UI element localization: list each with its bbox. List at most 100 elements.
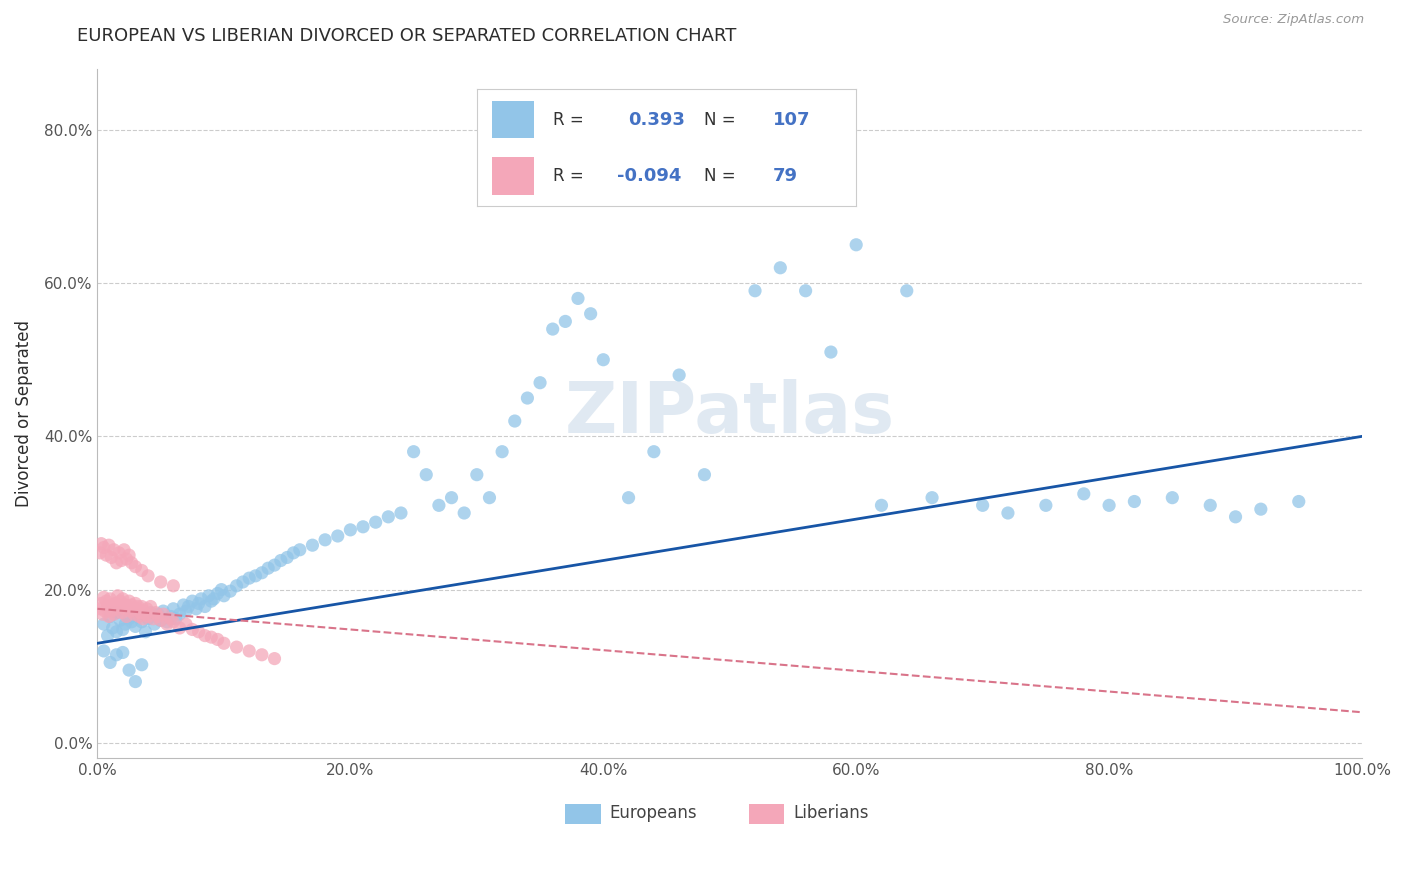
Point xyxy=(820,345,842,359)
Point xyxy=(94,604,117,618)
Point xyxy=(93,541,115,555)
Point xyxy=(127,609,149,624)
Point xyxy=(301,538,323,552)
Point xyxy=(107,589,129,603)
Point xyxy=(93,617,115,632)
Point xyxy=(503,414,526,428)
Point xyxy=(238,571,260,585)
Point xyxy=(207,586,229,600)
Point xyxy=(124,619,146,633)
Point xyxy=(89,546,111,560)
Point xyxy=(149,613,172,627)
Point xyxy=(117,599,139,614)
Point xyxy=(212,636,235,650)
Point xyxy=(169,607,191,622)
Point xyxy=(516,391,538,405)
Point xyxy=(136,609,159,624)
Point xyxy=(415,467,437,482)
Text: Europeans: Europeans xyxy=(610,805,697,822)
Point xyxy=(1123,494,1146,508)
Point xyxy=(128,609,150,624)
Point xyxy=(112,542,135,557)
Point xyxy=(194,629,217,643)
Point xyxy=(579,307,602,321)
Point xyxy=(121,615,143,629)
Point xyxy=(89,602,111,616)
Point xyxy=(1250,502,1272,516)
Point xyxy=(389,506,412,520)
Point xyxy=(142,612,165,626)
Y-axis label: Divorced or Separated: Divorced or Separated xyxy=(15,320,32,507)
Point xyxy=(184,602,207,616)
Point xyxy=(207,632,229,647)
Point xyxy=(136,569,159,583)
Point xyxy=(103,607,125,622)
Point xyxy=(232,574,254,589)
Point xyxy=(478,491,501,505)
Point xyxy=(263,651,285,665)
Point xyxy=(181,594,204,608)
Point xyxy=(146,607,169,622)
Point xyxy=(90,596,112,610)
Point xyxy=(124,559,146,574)
Point xyxy=(159,612,181,626)
Point xyxy=(118,663,141,677)
Point xyxy=(125,602,148,616)
Point xyxy=(139,606,162,620)
Point xyxy=(794,284,817,298)
Point xyxy=(149,613,172,627)
Point xyxy=(152,604,174,618)
Point xyxy=(124,596,146,610)
Point xyxy=(769,260,792,275)
Point xyxy=(105,556,128,570)
Point xyxy=(96,594,118,608)
Point xyxy=(250,648,273,662)
Point xyxy=(169,621,191,635)
Point xyxy=(145,606,167,620)
Point xyxy=(136,612,159,626)
Point xyxy=(896,284,918,298)
Point xyxy=(101,598,124,612)
Point xyxy=(91,607,114,622)
Point xyxy=(997,506,1019,520)
Point xyxy=(100,550,122,565)
Point xyxy=(108,599,131,614)
Point xyxy=(238,644,260,658)
Point xyxy=(245,569,267,583)
Point xyxy=(131,599,153,614)
Point xyxy=(156,617,179,632)
Point xyxy=(105,648,128,662)
Point xyxy=(131,615,153,629)
Text: ZIPatlas: ZIPatlas xyxy=(565,379,894,448)
Point xyxy=(1199,499,1222,513)
Point xyxy=(98,656,121,670)
Point xyxy=(132,612,155,626)
Point xyxy=(114,617,136,632)
Point xyxy=(209,582,232,597)
Point xyxy=(177,599,200,614)
Point xyxy=(152,607,174,622)
Point xyxy=(174,617,197,632)
Point xyxy=(225,579,247,593)
Point xyxy=(134,604,156,618)
Point xyxy=(529,376,551,390)
Point xyxy=(845,237,868,252)
Point xyxy=(110,594,132,608)
Point xyxy=(108,546,131,560)
Point xyxy=(212,589,235,603)
Point xyxy=(110,606,132,620)
Point xyxy=(326,529,349,543)
Point xyxy=(93,591,115,605)
Point xyxy=(402,444,425,458)
Point xyxy=(127,599,149,614)
Point xyxy=(314,533,336,547)
Point xyxy=(159,609,181,624)
Point xyxy=(541,322,564,336)
Point xyxy=(567,292,589,306)
Point xyxy=(110,553,132,567)
Point xyxy=(121,556,143,570)
Point xyxy=(718,184,741,198)
Point xyxy=(115,552,138,566)
Point xyxy=(111,645,134,659)
Point xyxy=(111,591,134,606)
